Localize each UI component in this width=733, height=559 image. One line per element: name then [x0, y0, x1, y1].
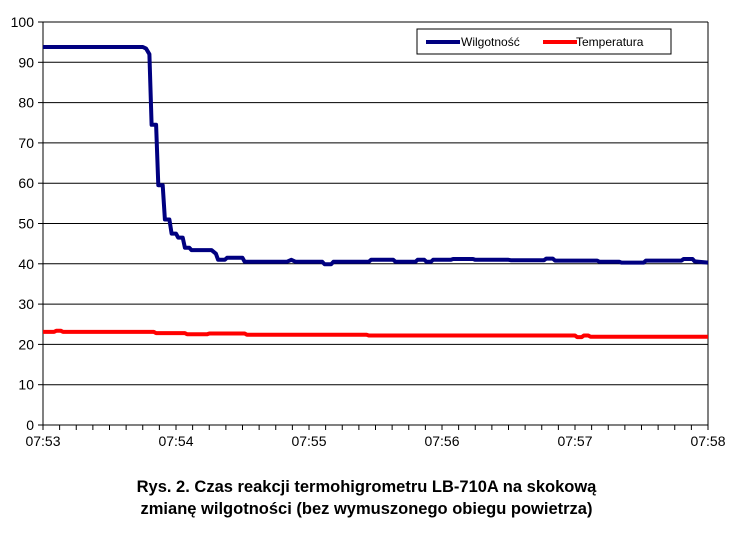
y-tick-label: 10: [18, 377, 34, 393]
y-axis-ticks: 0 10 20 30 40 50 60 70 80 90 100: [11, 14, 43, 433]
y-tick-label: 40: [18, 256, 34, 272]
x-tick-label: 07:58: [690, 433, 725, 449]
x-tick-label: 07:54: [158, 433, 193, 449]
y-tick-label: 50: [18, 216, 34, 232]
x-tick-label: 07:57: [557, 433, 592, 449]
x-axis-ticks: 07:53 07:54 07:55 07:56 07:57 07:58: [25, 425, 726, 449]
y-tick-label: 100: [11, 14, 35, 30]
legend-label-wilgotnosc: Wilgotność: [461, 35, 520, 49]
series-line-temperatura: [43, 328, 708, 340]
legend-label-temperatura: Temperatura: [576, 35, 644, 49]
y-tick-label: 30: [18, 296, 34, 312]
x-tick-label: 07:53: [25, 433, 60, 449]
y-tick-label: 70: [18, 135, 34, 151]
x-tick-label: 07:56: [424, 433, 459, 449]
series-line-wilgotnosc: [43, 45, 709, 267]
chart-legend: Wilgotność Temperatura: [416, 28, 672, 55]
caption-line-2: zmianę wilgotności (bez wymuszonego obie…: [140, 500, 593, 518]
figure-caption: Rys. 2. Czas reakcji termohigrometru LB-…: [0, 476, 733, 520]
x-tick-label: 07:55: [291, 433, 326, 449]
y-tick-label: 90: [18, 54, 34, 70]
chart-series: [43, 45, 709, 340]
y-tick-label: 60: [18, 175, 34, 191]
caption-line-1: Rys. 2. Czas reakcji termohigrometru LB-…: [136, 478, 597, 496]
chart-gridlines: [43, 21, 708, 426]
y-tick-label: 80: [18, 95, 34, 111]
y-tick-label: 20: [18, 336, 34, 352]
y-tick-label: 0: [26, 417, 34, 433]
